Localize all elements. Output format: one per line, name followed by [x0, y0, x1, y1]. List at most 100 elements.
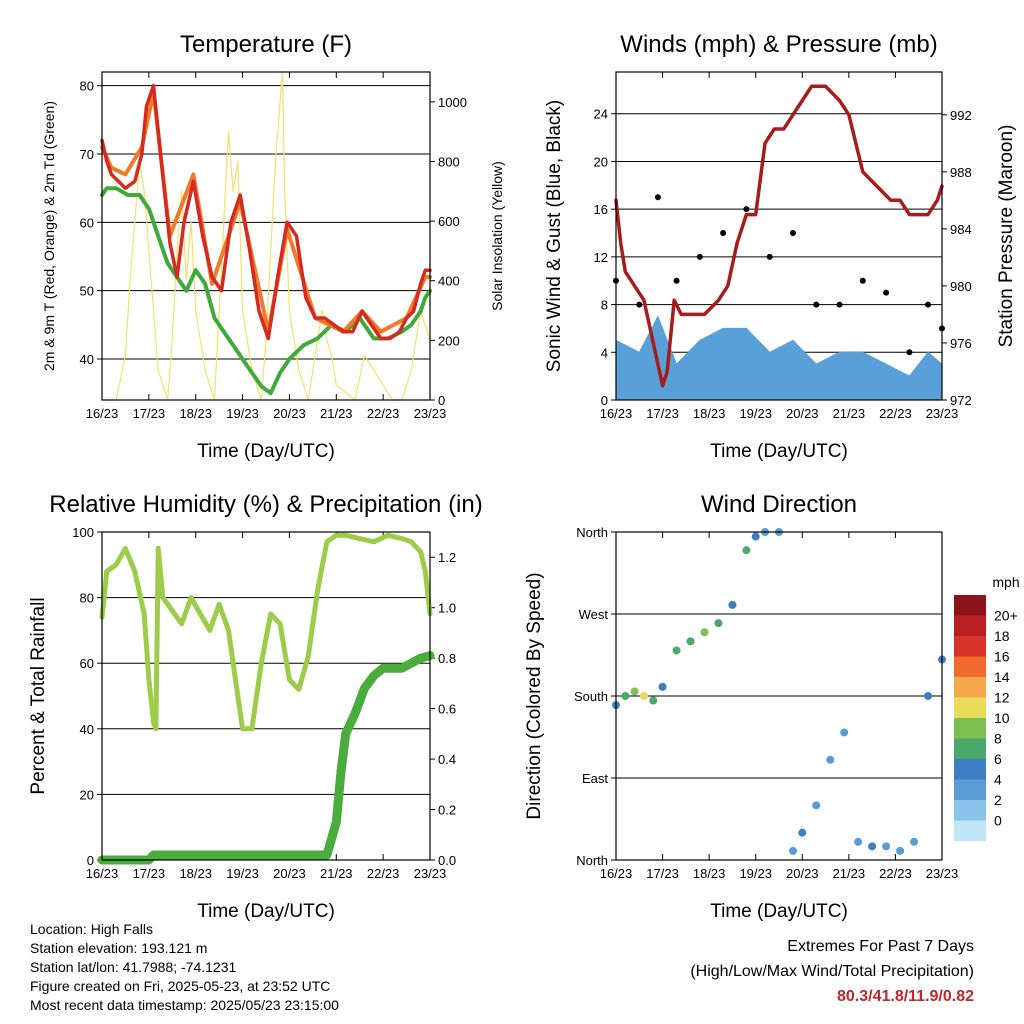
temp-2m-line — [100, 83, 432, 341]
y-tick-label: 12 — [594, 250, 608, 265]
y-tick-label: 20 — [594, 154, 608, 169]
x-tick-label: 19/23 — [739, 866, 772, 881]
direction-point — [910, 837, 919, 846]
gust-point — [813, 301, 820, 308]
gust-point — [836, 301, 843, 308]
y-tick-label: 60 — [80, 215, 94, 230]
wind-direction-panel: Wind Direction 16/23 17/23 18/23 19/23 20/23 2… — [524, 491, 958, 922]
legend-label: 14 — [994, 669, 1010, 685]
plot-frame — [101, 531, 431, 861]
direction-point — [700, 628, 709, 637]
chart-title: Temperature (F) — [180, 31, 352, 58]
latlon-text: Station lat/lon: 41.7988; -74.1231 — [30, 959, 237, 975]
x-tick-label: 19/23 — [226, 406, 259, 421]
x-tick-label: 17/23 — [133, 866, 166, 881]
x-tick-label: 18/23 — [693, 866, 726, 881]
gust-point — [789, 230, 796, 237]
direction-point — [798, 828, 807, 837]
x-tick-label: 23/23 — [926, 866, 959, 881]
y-tick-label: North — [576, 853, 608, 868]
x-tick-label: 20/23 — [273, 406, 306, 421]
legend-label: 4 — [994, 772, 1002, 788]
y2-tick-label: 600 — [438, 214, 460, 229]
legend-swatch — [954, 697, 986, 718]
plot-frame — [101, 71, 431, 401]
sonic-wind-area — [615, 315, 943, 401]
y2-tick-label: 992 — [950, 108, 972, 123]
legend-label: 8 — [994, 731, 1002, 747]
x-tick-label: 17/23 — [646, 406, 679, 421]
speed-color-legend: mph 0 2 4 6 8 10 12 14 16 18 20+ — [954, 574, 1020, 841]
direction-point — [788, 846, 797, 855]
y-tick-label: East — [582, 771, 608, 786]
x-tick-label: 21/23 — [320, 866, 353, 881]
x-tick-label: 22/23 — [367, 866, 400, 881]
extremes-title: Extremes For Past 7 Days — [787, 938, 974, 955]
temp-9m-line — [100, 90, 432, 334]
gust-point — [673, 277, 680, 284]
chart-title: Wind Direction — [701, 491, 857, 518]
y2-tick-label: 976 — [950, 336, 972, 351]
y2-tick-label: 0 — [438, 393, 445, 408]
direction-point — [868, 842, 877, 851]
x-tick-label: 21/23 — [320, 406, 353, 421]
legend-swatch — [954, 820, 986, 841]
direction-point — [840, 728, 849, 737]
direction-point — [658, 682, 667, 691]
y2-axis-title: Station Pressure (Maroon) — [996, 125, 1017, 348]
x-tick-label: 22/23 — [367, 406, 400, 421]
x-tick-label: 16/23 — [600, 866, 633, 881]
legend-label: 20+ — [994, 608, 1018, 624]
legend-swatch — [954, 636, 986, 657]
gust-point — [654, 194, 661, 201]
gust-point — [859, 277, 866, 284]
legend-swatch — [954, 759, 986, 780]
direction-point — [728, 600, 737, 609]
legend-label: 18 — [994, 628, 1010, 644]
legend-swatch — [954, 718, 986, 739]
direction-point — [854, 837, 863, 846]
legend-label: 10 — [994, 710, 1010, 726]
y2-tick-label: 1000 — [438, 95, 467, 110]
temperature-panel: Temperature (F) 16/23 17/23 18/23 19/23 20/23… — [41, 31, 505, 462]
x-tick-label: 20/23 — [786, 866, 819, 881]
x-tick-label: 18/23 — [179, 866, 212, 881]
legend-swatch — [954, 800, 986, 821]
y-tick-label: 4 — [601, 345, 608, 360]
y-tick-label: 70 — [80, 147, 94, 162]
station-info: Location: High Falls Station elevation: … — [30, 920, 339, 1015]
chart-title: Relative Humidity (%) & Precipitation (i… — [49, 491, 482, 518]
y-tick-label: 50 — [80, 284, 94, 299]
plot-frame — [615, 531, 943, 861]
chart-title: Winds (mph) & Pressure (mb) — [620, 31, 937, 58]
x-tick-label: 16/23 — [86, 406, 119, 421]
x-tick-label: 18/23 — [693, 406, 726, 421]
y-axis-title: Sonic Wind & Gust (Blue, Black) — [544, 100, 565, 372]
direction-point — [751, 532, 760, 541]
x-tick-label: 16/23 — [600, 406, 633, 421]
legend-swatch — [954, 779, 986, 800]
x-tick-label: 21/23 — [833, 406, 866, 421]
x-tick-label: 17/23 — [646, 866, 679, 881]
direction-point — [639, 692, 648, 700]
direction-point — [714, 619, 723, 628]
x-tick-label: 18/23 — [179, 406, 212, 421]
extremes-block: Extremes For Past 7 Days (High/Low/Max W… — [690, 934, 974, 1009]
precip-line — [97, 651, 435, 865]
y2-tick-label: 1.0 — [438, 601, 456, 616]
direction-point — [826, 755, 835, 764]
x-tick-label: 23/23 — [414, 866, 447, 881]
direction-point — [630, 687, 639, 696]
gust-point — [925, 301, 932, 308]
y2-axis-title: Solar Insolation (Yellow) — [489, 161, 505, 311]
y2-tick-label: 0.6 — [438, 702, 456, 717]
y2-tick-label: 988 — [950, 165, 972, 180]
y-tick-label: 8 — [601, 298, 608, 313]
x-tick-label: 22/23 — [879, 866, 912, 881]
solar-line — [101, 71, 431, 401]
y-axis-title: Direction (Colored By Speed) — [524, 572, 545, 819]
y-tick-label: 80 — [80, 591, 94, 606]
direction-point — [924, 692, 933, 700]
y2-tick-label: 0.2 — [438, 803, 456, 818]
